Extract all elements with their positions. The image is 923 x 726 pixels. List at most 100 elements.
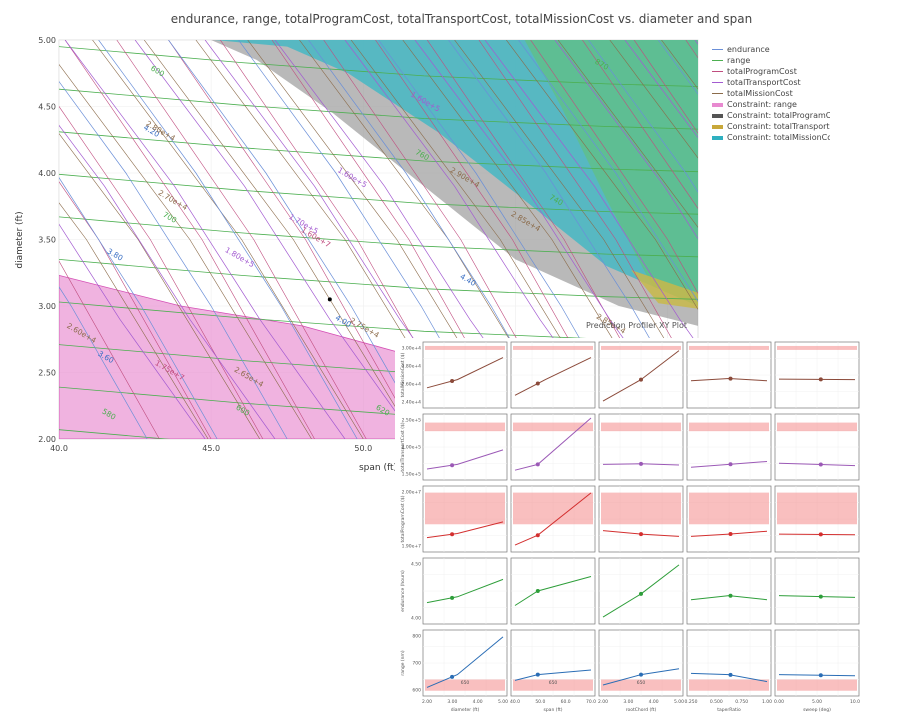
- profiler-cell[interactable]: [510, 557, 596, 625]
- current-value-marker[interactable]: [639, 377, 643, 382]
- profiler-cell[interactable]: [510, 341, 596, 409]
- current-value-marker[interactable]: [818, 594, 823, 599]
- y-tick-label: 5.00: [38, 36, 56, 45]
- current-value-marker[interactable]: [639, 461, 643, 466]
- endurance-contour: [588, 40, 698, 193]
- legend: endurance range totalProgramCost totalTrans…: [712, 44, 830, 143]
- factor-label: rootChord (ft): [626, 707, 657, 713]
- profiler-cell[interactable]: [422, 557, 508, 625]
- profiler-cell[interactable]: [774, 413, 860, 481]
- response-label: totalTransportCost ($): [400, 422, 406, 471]
- legend-item[interactable]: Constraint: range: [712, 99, 830, 110]
- current-value-marker[interactable]: [535, 533, 540, 538]
- profiler-cell[interactable]: [686, 485, 772, 553]
- program-cost-contour: [116, 40, 367, 439]
- profiler-cell[interactable]: [510, 485, 596, 553]
- current-value-marker[interactable]: [639, 672, 643, 677]
- profiler-cell[interactable]: [510, 413, 596, 481]
- profiler-cell[interactable]: [686, 629, 772, 697]
- legend-item[interactable]: Constraint: totalProgramCost: [712, 110, 830, 121]
- current-value-marker[interactable]: [535, 589, 540, 593]
- current-value-marker[interactable]: [450, 463, 455, 468]
- endurance-contour: [59, 286, 148, 439]
- factor-tick: 2.00: [422, 699, 432, 705]
- profiler-cell[interactable]: [422, 485, 508, 553]
- current-value-marker[interactable]: [818, 377, 823, 382]
- current-value-marker[interactable]: [728, 376, 733, 381]
- current-value-marker[interactable]: [450, 674, 455, 679]
- prediction-profiler[interactable]: totalMissionCost ($) 2.40e+4 2.60e+4 2.80e+…: [395, 338, 865, 718]
- response-tick: 3.00e+4: [402, 346, 422, 352]
- profiler-cell[interactable]: [774, 341, 860, 409]
- range-contour: [59, 173, 698, 215]
- constraint-band: [777, 679, 857, 691]
- profiler-cell[interactable]: [422, 341, 508, 409]
- range-contour: [59, 88, 698, 130]
- legend-item[interactable]: Constraint: totalMissionCost: [712, 132, 830, 143]
- program-cost-contour: [59, 105, 264, 439]
- current-value-marker[interactable]: [728, 531, 733, 536]
- legend-swatch: [712, 135, 723, 140]
- profiler-cell[interactable]: [598, 557, 684, 625]
- legend-swatch: [712, 102, 723, 107]
- legend-item[interactable]: range: [712, 55, 830, 66]
- profiler-cell[interactable]: [774, 557, 860, 625]
- response-curve: [426, 521, 504, 539]
- constraint-value-label: 650: [461, 680, 470, 686]
- current-value-marker[interactable]: [535, 381, 540, 386]
- current-value-marker[interactable]: [535, 672, 540, 677]
- constraint-band: [513, 679, 593, 691]
- legend-item[interactable]: totalMissionCost: [712, 88, 830, 99]
- profiler-cell[interactable]: [422, 413, 508, 481]
- profiler-cell[interactable]: 650: [510, 629, 596, 697]
- profiler-cell[interactable]: 650: [598, 629, 684, 697]
- current-value-marker[interactable]: [818, 532, 823, 537]
- profiler-cell[interactable]: [598, 413, 684, 481]
- legend-swatch: [712, 82, 723, 83]
- profiler-cell[interactable]: [598, 485, 684, 553]
- legend-item[interactable]: Constraint: totalTransportCost: [712, 121, 830, 132]
- profiler-cell[interactable]: [774, 629, 860, 697]
- current-value-marker[interactable]: [450, 595, 455, 600]
- factor-tick: 3.00: [623, 699, 633, 705]
- profiler-cell[interactable]: [774, 485, 860, 553]
- legend-swatch: [712, 49, 723, 50]
- transport-cost-contour: [484, 40, 698, 346]
- legend-swatch: [712, 71, 723, 72]
- factor-label: taperRatio: [717, 707, 741, 713]
- legend-item[interactable]: totalProgramCost: [712, 66, 830, 77]
- legend-item[interactable]: totalTransportCost: [712, 77, 830, 88]
- legend-label: Constraint: range: [727, 100, 797, 109]
- current-value-marker[interactable]: [728, 593, 733, 598]
- current-value-marker[interactable]: [450, 379, 455, 384]
- factor-tick: 0.00: [774, 699, 784, 705]
- x-tick-label: 45.0: [202, 444, 220, 453]
- factor-label: diameter (ft): [451, 707, 480, 713]
- current-value-marker[interactable]: [535, 462, 540, 467]
- transport-cost-contour: [554, 40, 698, 240]
- current-value-marker[interactable]: [728, 462, 733, 467]
- current-value-marker[interactable]: [818, 673, 823, 678]
- legend-label: Constraint: totalMissionCost: [727, 133, 830, 142]
- profiler-cell[interactable]: [686, 557, 772, 625]
- current-value-marker[interactable]: [639, 532, 643, 537]
- current-value-marker[interactable]: [450, 532, 455, 537]
- response-tick: 600: [412, 688, 421, 694]
- mission-cost-contour: [59, 63, 312, 439]
- profiler-cell[interactable]: [686, 341, 772, 409]
- profiler-cell[interactable]: [598, 341, 684, 409]
- current-value-marker[interactable]: [818, 462, 823, 467]
- profiler-cell[interactable]: [686, 413, 772, 481]
- factor-tick: 50.0: [535, 699, 545, 705]
- factor-tick: 5.00: [812, 699, 822, 705]
- profiler-cell[interactable]: 650: [422, 629, 508, 697]
- legend-item[interactable]: endurance: [712, 44, 830, 55]
- x-axis-title: span (ft): [359, 463, 397, 473]
- factor-tick: 0.750: [735, 699, 748, 705]
- current-value-marker[interactable]: [728, 672, 733, 677]
- current-design-point[interactable]: [327, 297, 332, 302]
- constraint-band: [601, 345, 681, 350]
- program-cost-contour: [59, 260, 160, 439]
- response-tick: 4.50: [411, 562, 421, 568]
- current-value-marker[interactable]: [639, 591, 643, 596]
